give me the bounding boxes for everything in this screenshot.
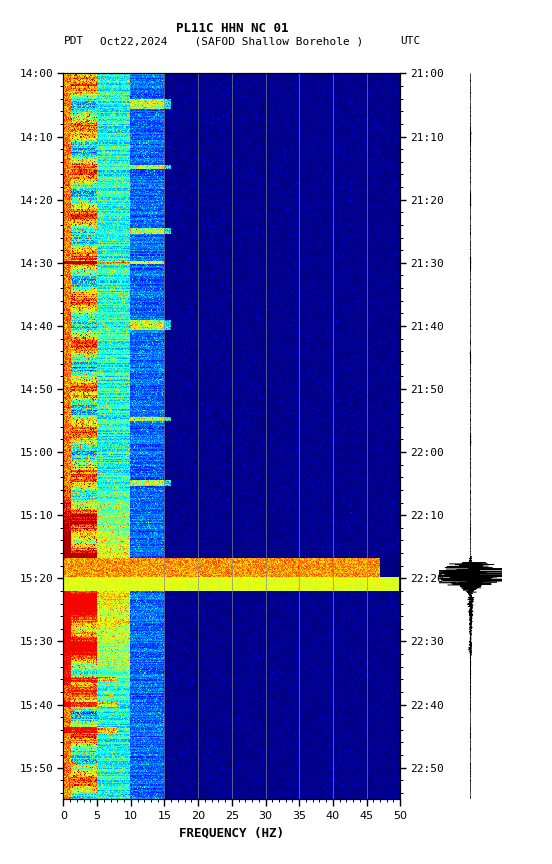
Text: PL11C HHN NC 01: PL11C HHN NC 01 [176,22,288,35]
Text: Oct22,2024    (SAFOD Shallow Borehole ): Oct22,2024 (SAFOD Shallow Borehole ) [100,36,363,47]
Text: PDT: PDT [63,36,84,47]
X-axis label: FREQUENCY (HZ): FREQUENCY (HZ) [179,827,284,840]
Text: UTC: UTC [400,36,421,47]
